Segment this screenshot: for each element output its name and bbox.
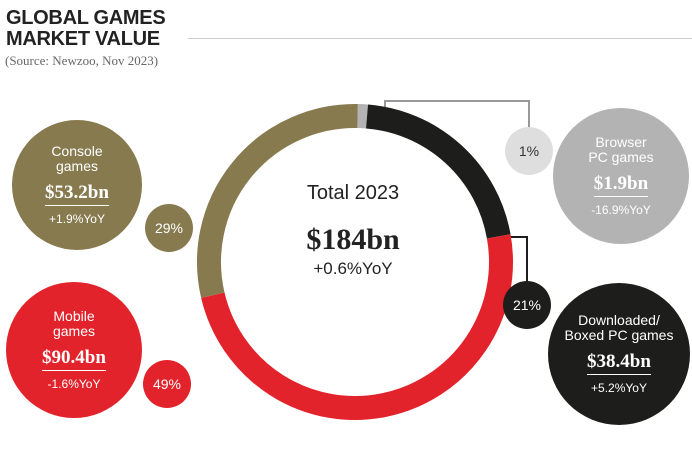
segment-value: $53.2bn	[45, 182, 109, 206]
chart-source: (Source: Newzoo, Nov 2023)	[5, 53, 159, 68]
donut-segment-console	[197, 104, 358, 298]
segment-value: $1.9bn	[593, 173, 649, 197]
chart-center-label: Total 2023 $184bn +0.6%YoY	[228, 182, 478, 279]
segment-name: Boxed PC games	[564, 327, 674, 343]
segment-yoy: -16.9%YoY	[591, 203, 651, 217]
segment-name: Browser	[595, 134, 647, 150]
chart-title: GLOBAL GAMES MARKET VALUE	[6, 7, 166, 50]
segment-yoy: +1.9%YoY	[49, 212, 105, 226]
segment-name: Downloaded/	[578, 312, 660, 328]
segment-yoy: +5.2%YoY	[591, 381, 647, 395]
chart-title-line: MARKET VALUE	[6, 28, 160, 50]
segment-value: $90.4bn	[42, 347, 106, 371]
donut-ring	[197, 104, 513, 420]
segment-bubble-pc: Downloaded/ Boxed PC games $38.4bn +5.2%…	[548, 283, 690, 425]
segment-percent-console: 29%	[145, 204, 193, 252]
segment-name: Mobile	[53, 308, 95, 324]
segment-bubble-browser: Browser PC games $1.9bn -16.9%YoY	[553, 108, 689, 244]
header-divider	[188, 38, 692, 39]
total-value: $184bn	[306, 223, 400, 256]
segment-bubble-mobile: Mobile games $90.4bn -1.6%YoY	[6, 282, 142, 418]
segment-value: $38.4bn	[587, 351, 651, 375]
segment-name: games	[55, 158, 99, 174]
total-yoy: +0.6%YoY	[313, 259, 393, 278]
segment-bubble-console: Console games $53.2bn +1.9%YoY	[12, 120, 142, 250]
chart-title-line: GLOBAL GAMES	[6, 7, 166, 29]
segment-percent-pc: 21%	[503, 281, 551, 329]
donut-segment-pc	[365, 104, 511, 239]
segment-name: games	[52, 323, 96, 339]
segment-percent-mobile: 49%	[143, 360, 191, 408]
segment-percent-browser: 1%	[505, 127, 553, 175]
segment-name: Console	[51, 143, 103, 159]
total-title: Total 2023	[306, 182, 400, 204]
segment-name: PC games	[588, 149, 654, 165]
donut-segment-mobile	[201, 234, 513, 420]
segment-yoy: -1.6%YoY	[47, 377, 101, 391]
